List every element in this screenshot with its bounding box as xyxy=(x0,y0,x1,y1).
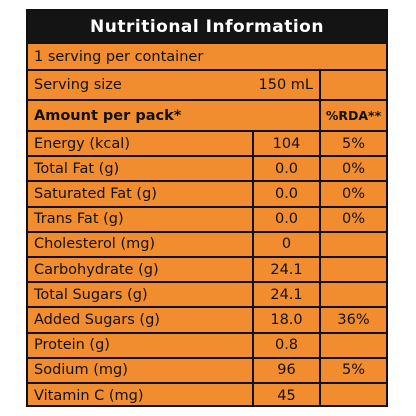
nutrient-rda: 5% xyxy=(341,362,365,379)
nutrient-row: Cholesterol (mg) 0 xyxy=(28,230,386,256)
serving-size-value: 150 mL xyxy=(254,71,321,99)
amount-header: Amount per pack* xyxy=(28,101,321,130)
nutrient-name: Protein (g) xyxy=(28,333,254,357)
serving-size-label: Serving size xyxy=(34,77,122,93)
nutrient-name: Total Fat (g) xyxy=(28,157,254,181)
nutrient-rda: 5% xyxy=(341,135,365,152)
nutrient-row: Total Sugars (g) 24.1 xyxy=(28,281,386,307)
nutrient-name: Total Sugars (g) xyxy=(28,283,254,307)
nutrient-rda xyxy=(321,283,386,306)
nutrient-amount: 24.1 xyxy=(254,283,321,307)
nutrient-rda: 36% xyxy=(337,311,370,328)
nutrient-row: Total Fat (g) 0.0 0% xyxy=(28,155,386,181)
nutrition-label: Nutritional Information 1 serving per co… xyxy=(26,9,388,408)
header-row: Amount per pack* %RDA** xyxy=(28,99,386,130)
nutrient-amount: 0.0 xyxy=(254,157,321,181)
nutrient-amount: 18.0 xyxy=(254,308,321,332)
nutrient-amount: 96 xyxy=(254,358,321,382)
nutrient-rda: 0% xyxy=(341,185,365,202)
nutrient-name: Cholesterol (mg) xyxy=(28,232,254,256)
servings-per-container: 1 serving per container xyxy=(34,48,204,65)
nutrient-rda xyxy=(321,334,386,357)
servings-row: 1 serving per container xyxy=(28,42,386,69)
nutrient-name: Vitamin C (mg) xyxy=(28,384,254,408)
nutrient-amount: 104 xyxy=(254,132,321,156)
serving-size-row: Serving size 150 mL xyxy=(28,69,386,99)
nutrient-amount: 0 xyxy=(254,232,321,256)
rda-header: %RDA** xyxy=(325,108,382,123)
nutrient-rda xyxy=(321,233,386,256)
nutrient-row: Saturated Fat (g) 0.0 0% xyxy=(28,180,386,206)
nutrient-row: Trans Fat (g) 0.0 0% xyxy=(28,205,386,231)
nutrient-rda: 0% xyxy=(341,160,365,177)
serving-size-empty xyxy=(321,71,386,99)
nutrient-row: Protein (g) 0.8 xyxy=(28,331,386,357)
nutrient-amount: 0.8 xyxy=(254,333,321,357)
nutrient-amount: 45 xyxy=(254,384,321,408)
nutrient-name: Added Sugars (g) xyxy=(28,308,254,332)
nutrient-name: Carbohydrate (g) xyxy=(28,258,254,282)
nutrient-name: Energy (kcal) xyxy=(28,132,254,156)
nutrient-row: Added Sugars (g) 18.0 36% xyxy=(28,306,386,332)
nutrient-name: Trans Fat (g) xyxy=(28,207,254,231)
nutrient-row: Sodium (mg) 96 5% xyxy=(28,356,386,382)
nutrient-amount: 24.1 xyxy=(254,258,321,282)
nutrient-name: Saturated Fat (g) xyxy=(28,182,254,206)
label-title: Nutritional Information xyxy=(28,11,386,42)
nutrient-row: Energy (kcal) 104 5% xyxy=(28,130,386,156)
nutrient-name: Sodium (mg) xyxy=(28,358,254,382)
nutrient-row: Carbohydrate (g) 24.1 xyxy=(28,256,386,282)
nutrient-amount: 0.0 xyxy=(254,182,321,206)
nutrient-rda: 0% xyxy=(341,211,365,228)
nutrient-row: Vitamin C (mg) 45 xyxy=(28,382,386,408)
nutrient-amount: 0.0 xyxy=(254,207,321,231)
nutrient-rda xyxy=(321,384,386,407)
nutrient-rda xyxy=(321,258,386,281)
